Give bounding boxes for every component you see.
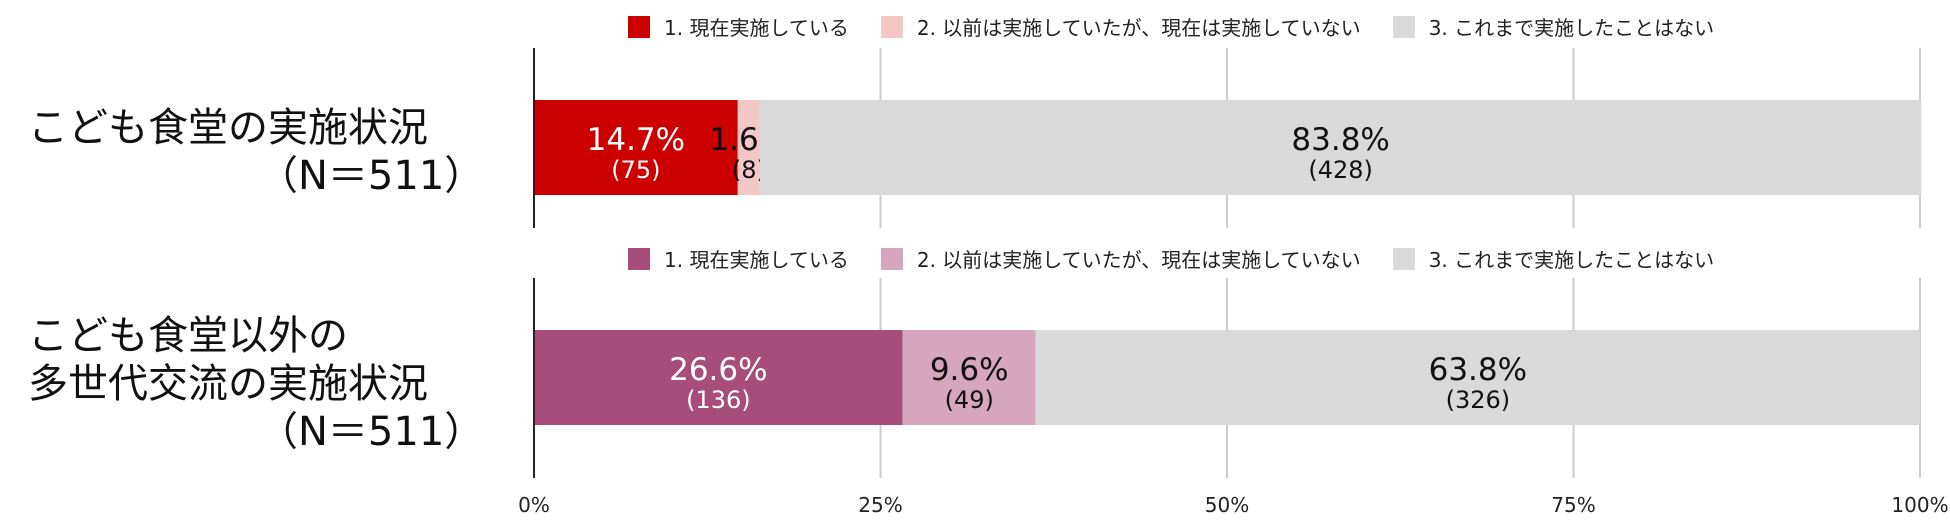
bar-segment-2 xyxy=(902,330,1036,425)
legend-label-2: 2. 以前は実施していたが、現在は実施していない xyxy=(916,248,1361,272)
legend-swatch-2 xyxy=(880,15,903,38)
category-title-line-1: こども食堂以外の xyxy=(28,313,348,359)
x-tick-label: 0% xyxy=(518,493,550,517)
bar-segment-1 xyxy=(534,100,738,195)
legend-item-1: 1. 現在実施している xyxy=(628,244,849,273)
legend-swatch-3 xyxy=(1392,15,1415,38)
legend-chart-1: 1. 現在実施している 2. 以前は実施していたが、現在は実施していない 3. … xyxy=(628,12,1746,41)
legend-swatch-1 xyxy=(628,15,650,38)
bar-segment-3 xyxy=(1035,330,1920,425)
data-label-count: (49) xyxy=(945,386,994,414)
data-label-value: 83.8% xyxy=(1291,122,1389,158)
category-label-chart-2: こども食堂以外の 多世代交流の実施状況 （N＝511） xyxy=(28,312,484,456)
data-label-value: 63.8% xyxy=(1429,352,1527,388)
sample-size: （N＝511） xyxy=(258,153,485,199)
legend-label-1: 1. 現在実施している xyxy=(664,16,849,40)
legend-label-1: 1. 現在実施している xyxy=(664,248,849,272)
legend-item-3: 3. これまで実施したことはない xyxy=(1392,12,1715,41)
x-tick-label: 100% xyxy=(1891,493,1948,517)
legend-label-3: 3. これまで実施したことはない xyxy=(1428,16,1715,40)
legend-swatch-2 xyxy=(880,247,903,270)
legend-item-2: 2. 以前は実施していたが、現在は実施していない xyxy=(880,244,1361,273)
data-label-count: (75) xyxy=(611,156,660,184)
legend-swatch-1 xyxy=(628,247,650,270)
category-title: こども食堂の実施状況 xyxy=(28,105,428,151)
legend-item-3: 3. これまで実施したことはない xyxy=(1392,244,1715,273)
legend-label-2: 2. 以前は実施していたが、現在は実施していない xyxy=(916,16,1361,40)
data-label-value: 9.6% xyxy=(930,352,1009,388)
data-label-count: (136) xyxy=(686,386,751,414)
data-label-count: (428) xyxy=(1308,156,1373,184)
legend-chart-2: 1. 現在実施している 2. 以前は実施していたが、現在は実施していない 3. … xyxy=(628,244,1746,273)
legend-label-3: 3. これまで実施したことはない xyxy=(1428,248,1715,272)
legend-item-1: 1. 現在実施している xyxy=(628,12,849,41)
category-title-line-2: 多世代交流の実施状況 xyxy=(28,361,428,407)
bar-segment-2 xyxy=(737,100,760,195)
category-label-chart-1: こども食堂の実施状況 （N＝511） xyxy=(28,104,484,200)
sample-size: （N＝511） xyxy=(258,409,485,455)
bar-segment-1 xyxy=(534,330,903,425)
data-label-value: 14.7% xyxy=(587,122,685,158)
data-label-value: 26.6% xyxy=(669,352,767,388)
bar-segment-3 xyxy=(759,100,1922,195)
x-tick-label: 75% xyxy=(1551,493,1595,517)
x-tick-label: 50% xyxy=(1205,493,1249,517)
data-label-count: (326) xyxy=(1446,386,1511,414)
x-tick-label: 25% xyxy=(858,493,902,517)
legend-item-2: 2. 以前は実施していたが、現在は実施していない xyxy=(880,12,1361,41)
legend-swatch-3 xyxy=(1392,247,1415,270)
